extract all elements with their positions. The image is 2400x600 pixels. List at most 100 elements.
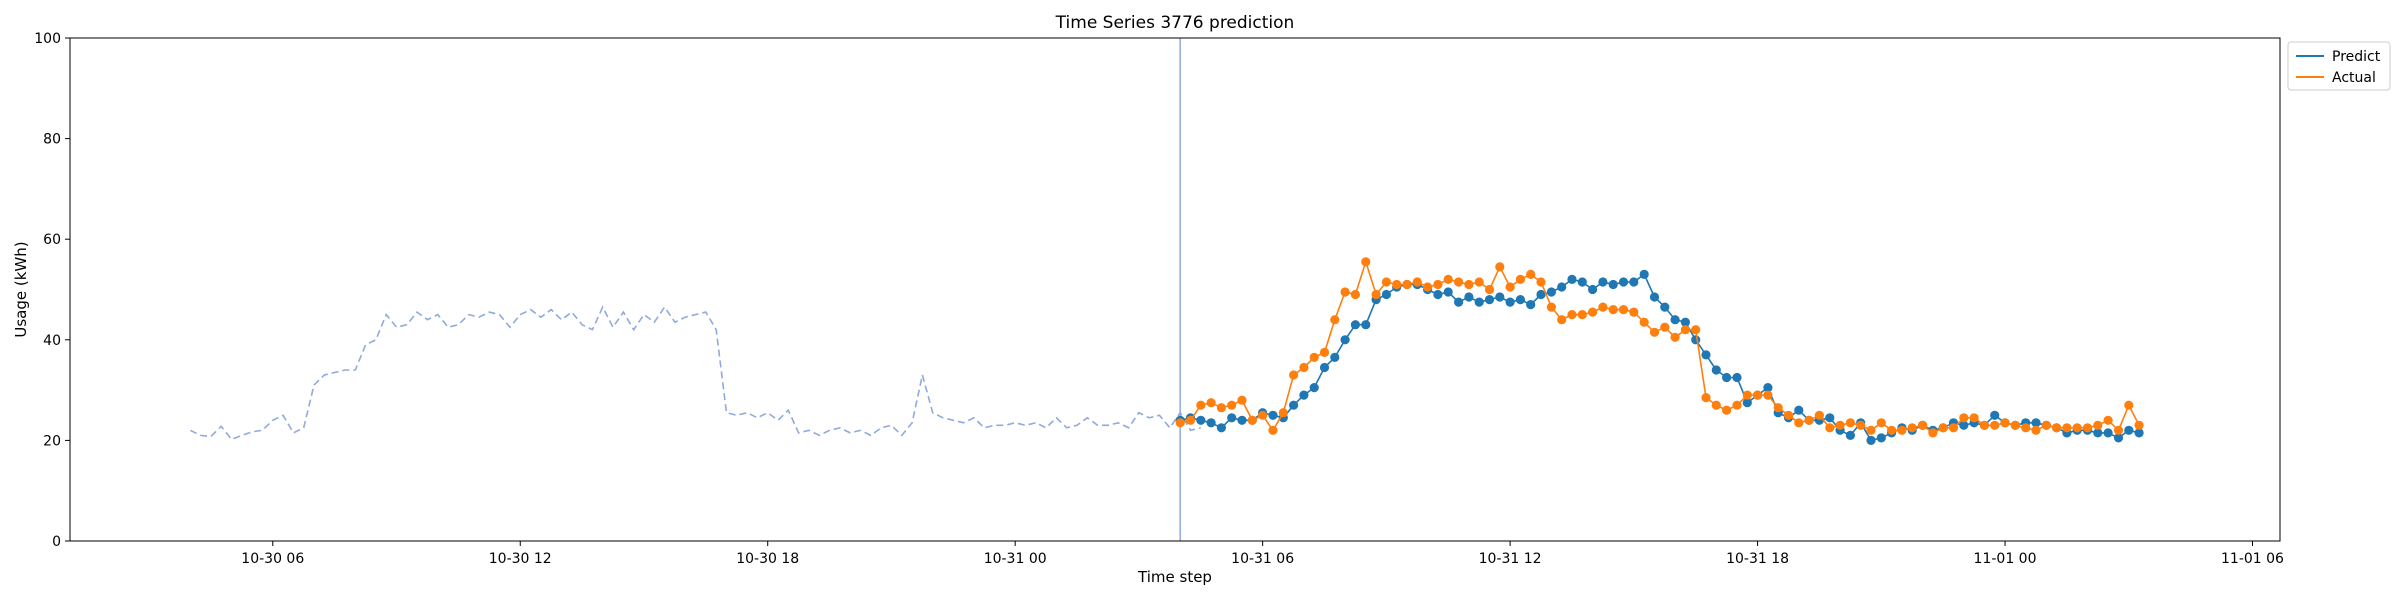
data-point-actual: [1938, 423, 1948, 433]
plot-frame: [69, 37, 2281, 542]
y-tick-label: 0: [52, 534, 61, 550]
data-point-actual: [1773, 403, 1783, 413]
data-point-actual: [1928, 428, 1938, 438]
data-point-actual: [1814, 410, 1824, 420]
data-point-actual: [1371, 289, 1381, 300]
series-predict: [1175, 269, 2144, 445]
data-point-actual: [1608, 305, 1618, 315]
data-point-predict: [1577, 277, 1587, 287]
x-tick-label: 10-31 18: [1726, 551, 1789, 567]
chart-title: Time Series 3776 prediction: [1055, 13, 1295, 33]
data-point-predict: [1443, 287, 1453, 297]
data-point-predict: [1206, 418, 1216, 428]
data-point-actual: [1340, 287, 1350, 297]
data-point-actual: [1433, 279, 1443, 290]
data-point-actual: [1804, 415, 1814, 425]
data-point-actual: [1670, 332, 1680, 342]
data-point-predict: [1680, 317, 1690, 327]
data-point-actual: [1794, 418, 1804, 428]
data-point-predict: [1701, 350, 1711, 360]
data-point-actual: [2113, 425, 2124, 435]
x-tick-label: 11-01 00: [1974, 551, 2037, 567]
data-point-actual: [1969, 413, 1979, 423]
data-point-predict: [1227, 413, 1237, 423]
data-point-predict: [1474, 297, 1484, 307]
data-point-predict: [1495, 292, 1505, 302]
data-point-actual: [1330, 315, 1340, 325]
data-point-actual: [1484, 284, 1495, 295]
data-point-predict: [2124, 425, 2134, 435]
x-tick-label: 10-31 06: [1231, 551, 1294, 567]
data-point-actual: [1227, 400, 1237, 410]
data-point-actual: [1289, 370, 1299, 380]
y-tick-label: 20: [43, 433, 61, 449]
data-point-actual: [2010, 420, 2020, 430]
x-tick-label: 10-30 06: [241, 551, 304, 567]
data-point-actual: [1350, 289, 1360, 300]
x-tick-label: 10-30 12: [489, 551, 552, 567]
data-point-predict: [1319, 362, 1330, 373]
series-line-actual: [1180, 259, 2140, 434]
data-point-actual: [1175, 418, 1185, 428]
x-tick-label: 10-31 00: [984, 551, 1047, 567]
data-point-actual: [2052, 423, 2062, 433]
data-point-actual: [1402, 279, 1412, 290]
data-point-actual: [1722, 405, 1732, 415]
data-point-actual: [1990, 420, 2000, 430]
data-point-actual: [1918, 420, 1928, 430]
data-point-predict: [1691, 335, 1701, 345]
data-point-actual: [1546, 302, 1556, 312]
data-point-actual: [1258, 410, 1268, 420]
data-point-predict: [1237, 415, 1247, 425]
data-point-predict: [1876, 433, 1886, 443]
data-point-predict: [1639, 269, 1649, 279]
data-point-predict: [1515, 295, 1525, 305]
data-point-actual: [1649, 327, 1660, 337]
data-point-predict: [1268, 410, 1278, 420]
plot-area: [189, 38, 2144, 541]
x-tick-label: 10-30 18: [736, 551, 799, 567]
y-tick-label: 40: [43, 333, 61, 349]
y-axis-label: Usage (kWh): [12, 241, 30, 337]
data-point-predict: [1742, 398, 1752, 408]
data-point-actual: [1185, 415, 1196, 425]
data-point-actual: [1742, 390, 1752, 400]
data-point-predict: [1361, 320, 1371, 330]
data-point-predict: [2113, 433, 2124, 443]
data-point-predict: [1526, 300, 1536, 310]
data-point-actual: [2062, 423, 2072, 433]
data-point-actual: [1866, 425, 1876, 435]
data-point-predict: [1433, 289, 1443, 300]
data-point-actual: [1598, 302, 1608, 312]
data-point-actual: [1701, 393, 1711, 403]
data-point-actual: [1474, 277, 1484, 287]
data-point-actual: [1763, 390, 1773, 400]
data-point-predict: [1629, 277, 1639, 287]
data-point-actual: [1680, 325, 1690, 335]
x-tick-label: 10-31 12: [1479, 551, 1542, 567]
data-point-predict: [1588, 284, 1598, 295]
data-point-actual: [1319, 347, 1330, 357]
legend: Predict Actual: [2287, 41, 2391, 91]
data-point-predict: [1990, 410, 2000, 420]
x-axis: 10-30 06 10-30 12 10-30 18 10-31 00 10-31 06…: [241, 541, 2284, 567]
data-point-actual: [1278, 408, 1288, 418]
history-line: [189, 305, 1201, 441]
data-point-actual: [1783, 410, 1794, 420]
x-tick-label: 11-01 06: [2221, 551, 2284, 567]
data-point-predict: [1763, 383, 1773, 393]
data-point-actual: [1835, 420, 1845, 430]
data-point-actual: [1526, 269, 1536, 279]
data-point-actual: [1856, 420, 1866, 430]
data-point-actual: [2031, 425, 2041, 435]
data-point-actual: [1588, 307, 1598, 317]
data-point-actual: [2072, 423, 2082, 433]
series-actual: [1175, 257, 2144, 438]
data-point-actual: [1897, 425, 1907, 435]
data-point-actual: [1495, 262, 1505, 272]
data-point-actual: [1361, 257, 1371, 267]
data-point-predict: [1557, 282, 1567, 292]
data-point-actual: [1577, 310, 1587, 320]
data-point-predict: [1454, 297, 1464, 307]
